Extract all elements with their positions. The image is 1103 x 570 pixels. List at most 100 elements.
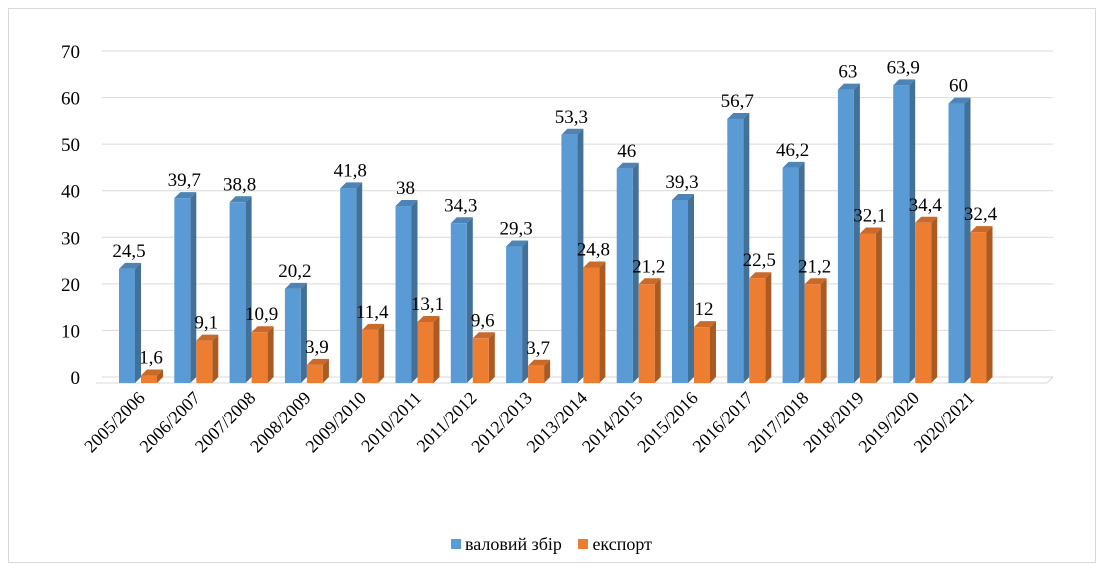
bar-export [970,232,987,383]
legend: валовий збір експорт [0,533,1103,555]
bar-gross [727,118,744,383]
bar-top-export [583,261,606,268]
bar-side-export [820,278,827,383]
y-tick-label: 10 [61,321,80,342]
bar-top-export [638,278,661,285]
bar-gross [174,198,191,383]
y-tick-label: 20 [61,275,80,296]
data-label-gross: 46,2 [776,140,809,161]
bar-top-gross [672,193,694,200]
bar-top-export [970,226,993,233]
data-label-gross: 39,7 [168,170,201,191]
bar-export [251,332,268,383]
data-label-gross: 41,8 [334,160,367,181]
bar-side-export [378,323,385,383]
y-tick-label: 40 [61,182,80,203]
bar-top-gross [395,200,418,207]
bar-side-gross [356,182,363,383]
bar-top-export [859,227,882,234]
bar-top-export [141,369,163,376]
data-label-export: 9,6 [471,310,495,331]
bar-top-gross [119,262,141,269]
legend-label-export: експорт [592,533,652,554]
data-label-export: 32,1 [853,206,886,227]
y-tick-label: 60 [61,89,80,110]
bar-side-gross [245,196,252,383]
x-tick-label: 2009/2010 [301,388,370,457]
bar-top-gross [340,182,363,189]
bar-gross [672,199,688,383]
data-label-export: 22,5 [743,250,776,271]
bar-side-gross [190,192,197,383]
bar-top-gross [284,282,307,289]
data-label-export: 13,1 [411,294,444,315]
bar-gross [837,89,854,383]
bar-side-export [710,321,716,383]
bar-top-gross [948,97,971,104]
bar-side-gross [964,97,971,384]
bar-top-export [694,321,716,328]
bar-export [583,267,600,383]
bar-top-export [915,216,938,223]
bar-side-gross [909,79,916,383]
bar-side-gross [466,217,473,383]
bar-gross [284,288,301,383]
bar-top-gross [506,240,529,247]
legend-swatch-gross [451,539,461,549]
data-label-gross: 38,8 [223,174,256,195]
data-label-export: 21,2 [798,256,831,277]
data-label-gross: 24,5 [112,241,145,262]
bar-export [694,327,710,383]
bar-top-export [196,334,219,341]
data-label-export: 3,7 [526,338,550,359]
bar-side-export [654,278,661,383]
data-label-gross: 46 [617,141,636,162]
bar-side-export [599,261,606,383]
data-label-gross: 20,2 [278,261,311,282]
bar-side-export [544,359,551,383]
data-label-gross: 56,7 [721,91,754,112]
legend-swatch-export [578,539,589,549]
bar-top-export [417,315,440,322]
y-tick-label: 70 [61,42,80,63]
bar-top-gross [837,83,860,90]
y-tick-label: 0 [71,368,81,389]
data-label-gross: 63,9 [887,57,920,78]
data-label-gross: 39,3 [665,172,698,193]
bar-export [196,340,213,383]
bar-side-gross [411,200,418,383]
bar-gross [782,167,799,383]
data-label-gross: 38 [396,178,415,199]
bar-top-gross [782,161,805,168]
bar-top-gross [893,79,916,86]
bar-gross [616,168,633,383]
data-label-export: 1,6 [139,348,163,369]
bar-side-export [433,315,440,383]
bar-export [306,364,323,383]
bar-side-export [212,334,219,383]
bar-side-gross [743,112,750,383]
bar-side-export [267,326,274,383]
bar-top-gross [229,196,252,203]
bar-export [362,329,379,383]
bar-side-gross [688,193,694,383]
bar-gross [450,223,467,383]
bar-export [749,278,766,383]
bar-side-gross [798,161,805,383]
bar-top-gross [561,128,584,135]
bar-side-gross [300,282,307,383]
bar-top-export [804,278,827,285]
data-label-export: 12 [695,299,714,320]
bar-side-export [157,369,163,383]
bar-gross [561,134,578,383]
bar-side-export [931,216,938,383]
legend-item-gross: валовий збір [451,534,562,555]
bar-gross [340,188,357,383]
bar-gross [229,202,246,383]
data-label-gross: 60 [949,76,968,97]
bar-top-export [472,332,495,339]
bar-top-gross [174,192,197,199]
bar-side-gross [853,83,860,383]
bar-top-export [362,323,385,330]
